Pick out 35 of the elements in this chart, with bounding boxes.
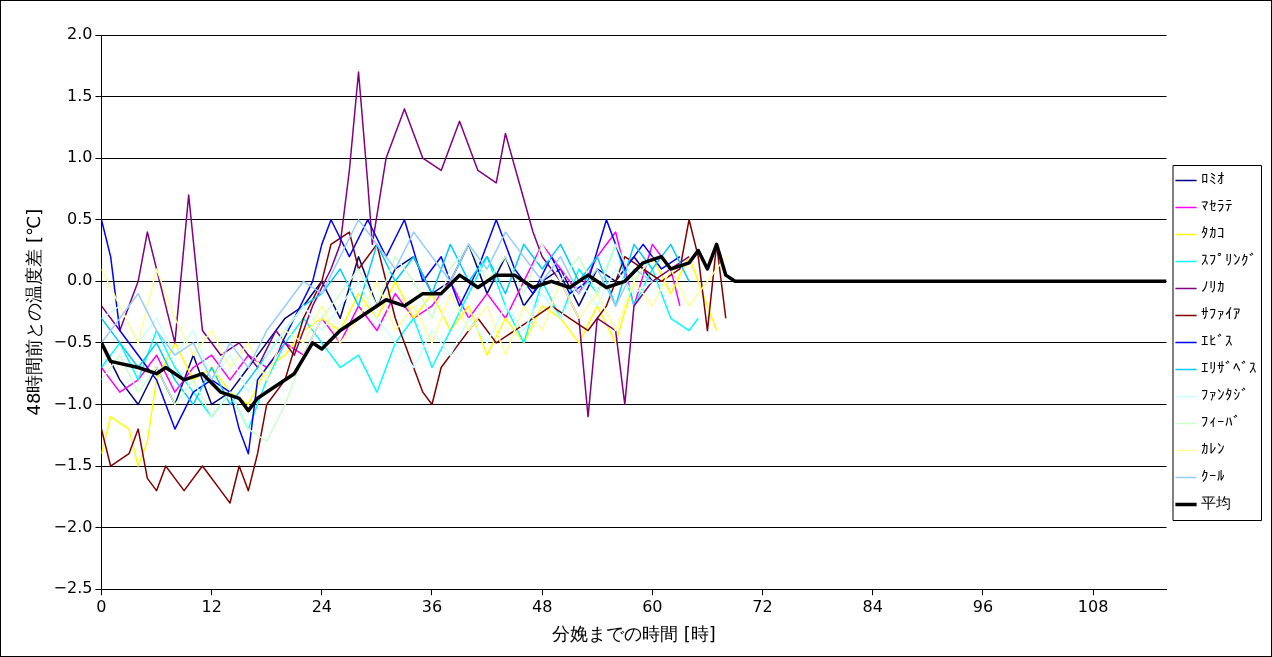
legend-label: ｶﾚﾝ bbox=[1201, 440, 1225, 459]
legend-label: ﾏｾﾗﾃ bbox=[1201, 197, 1233, 216]
x-tick-label: 12 bbox=[201, 596, 222, 616]
legend-label: ｴﾘｻﾞﾍﾞｽ bbox=[1201, 359, 1257, 378]
x-axis-title: 分娩までの時間 [時] bbox=[552, 622, 716, 644]
legend-label: ｸｰﾙ bbox=[1201, 467, 1225, 486]
x-tick-label: 84 bbox=[862, 596, 883, 616]
y-tick-label: 2.0 bbox=[67, 24, 93, 44]
legend-label: 平均 bbox=[1201, 494, 1231, 513]
y-tick-label: −0.5 bbox=[53, 332, 93, 352]
y-tick-label: 0.0 bbox=[67, 270, 93, 290]
x-tick-label: 72 bbox=[752, 596, 773, 616]
y-tick-label: 1.0 bbox=[67, 147, 93, 167]
legend-label: ﾉﾘｶ bbox=[1201, 278, 1225, 297]
y-tick-label: −1.5 bbox=[53, 455, 93, 475]
x-tick-label: 36 bbox=[421, 596, 443, 616]
x-tick-label: 60 bbox=[642, 596, 663, 616]
x-tick-label: 48 bbox=[531, 596, 553, 616]
legend-label: ﾌｨｰﾊﾞ bbox=[1201, 413, 1241, 432]
x-tick-label: 0 bbox=[96, 596, 107, 616]
x-tick-label: 24 bbox=[311, 596, 332, 616]
y-tick-label: 1.5 bbox=[67, 85, 93, 105]
y-tick-label: −2.0 bbox=[53, 516, 93, 536]
legend-label: ﾌｧﾝﾀｼﾞ bbox=[1201, 386, 1249, 405]
legend-label: ｴﾋﾞｽ bbox=[1201, 332, 1233, 351]
y-axis-title: 48時間前との温度差 [℃] bbox=[23, 208, 45, 416]
x-tick-label: 96 bbox=[972, 596, 994, 616]
legend-label: ﾀｶｺ bbox=[1201, 224, 1225, 243]
x-tick-label: 108 bbox=[1077, 596, 1109, 616]
legend-label: ﾛﾐｵ bbox=[1201, 170, 1225, 189]
y-tick-label: −1.0 bbox=[53, 393, 93, 413]
legend-label: ｻﾌｧｲｱ bbox=[1201, 305, 1241, 324]
legend-label: ｽﾌﾟﾘﾝｸﾞ bbox=[1201, 251, 1257, 270]
y-tick-label: −2.5 bbox=[53, 578, 93, 598]
y-tick-label: 0.5 bbox=[67, 208, 93, 228]
